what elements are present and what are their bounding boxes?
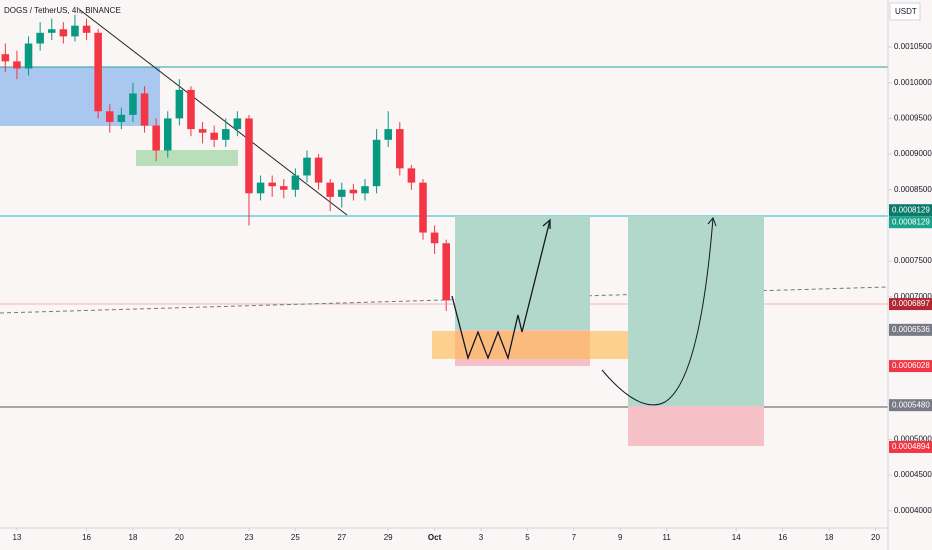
x-tick-label: 3	[479, 533, 484, 542]
candle-body	[222, 129, 230, 140]
y-tick-label: 0.0008500	[894, 185, 932, 194]
candle-body	[198, 129, 207, 133]
y-tick-label: 0.0004500	[894, 470, 932, 479]
price-tag	[889, 298, 932, 311]
y-tick-label: 0.0007000	[894, 292, 932, 301]
price-tag	[889, 440, 932, 453]
candle-body	[233, 118, 242, 130]
candle-body	[152, 125, 160, 151]
price-tag-label: 0.0008129	[892, 205, 930, 214]
candle-body	[140, 93, 149, 126]
y-tick-label: 0.0010500	[894, 42, 932, 51]
x-tick-label: 7	[572, 533, 577, 542]
y-tick-label: 0.0007500	[894, 256, 932, 265]
y-tick-label: 0.0005000	[894, 435, 932, 444]
x-tick-label: 25	[291, 533, 300, 542]
axis-unit: USDT	[895, 7, 917, 16]
price-tag	[889, 216, 932, 229]
candle-body	[326, 182, 334, 197]
candle-body	[314, 157, 323, 183]
candle-body	[361, 186, 369, 194]
price-tag-label: 0.0006028	[892, 361, 930, 370]
price-tag	[889, 204, 932, 217]
x-tick-label: 20	[175, 533, 184, 542]
candle-body	[13, 61, 21, 69]
x-tick-label: 14	[732, 533, 741, 542]
arrow-head	[542, 218, 551, 229]
candle-body	[291, 175, 300, 190]
candle-body	[59, 29, 68, 37]
projection-path	[601, 217, 714, 406]
candle-body	[1, 54, 10, 62]
candle-body	[442, 243, 450, 301]
x-tick-label: 18	[825, 533, 834, 542]
candle-body	[268, 182, 276, 187]
candle-body	[175, 89, 184, 119]
price-tag-label: 0.0006536	[892, 325, 930, 334]
trend-line	[79, 9, 348, 216]
price-tag	[889, 399, 932, 412]
candle-body	[187, 89, 195, 130]
candle-body	[280, 186, 288, 190]
x-tick-label: 18	[129, 533, 138, 542]
y-tick-label: 0.0010000	[894, 78, 932, 87]
zone-box	[136, 150, 238, 166]
candle-body	[105, 111, 114, 122]
x-tick-label: 20	[871, 533, 880, 542]
candle-body	[338, 189, 346, 197]
price-tag-label: 0.0004894	[892, 442, 930, 451]
y-tick-label: 0.0009000	[894, 149, 932, 158]
entry-zone	[432, 331, 663, 359]
stop-zone	[628, 406, 764, 446]
candle-body	[256, 182, 265, 194]
y-tick-label: 0.0009500	[894, 114, 932, 123]
drawings	[0, 9, 889, 446]
y-tick-label: 0.0004000	[894, 506, 932, 515]
candle-body	[419, 182, 427, 233]
candle-body	[210, 132, 218, 140]
candle-body	[47, 29, 56, 33]
price-tag	[889, 323, 932, 336]
x-tick-label: 29	[384, 533, 393, 542]
target-zone	[628, 216, 764, 406]
price-tag-label: 0.0006897	[892, 299, 930, 308]
candle-body	[24, 43, 33, 69]
candle-body	[82, 25, 91, 33]
candle-body	[245, 118, 253, 194]
candle-body	[349, 189, 358, 194]
chart-title: DOGS / TetherUS, 4h, BINANCE	[4, 6, 121, 15]
x-tick-label: 16	[82, 533, 91, 542]
x-tick-label: 23	[245, 533, 254, 542]
candle-body	[303, 157, 311, 176]
price-tag	[889, 360, 932, 373]
x-tick-label: 9	[618, 533, 623, 542]
target-zone	[455, 216, 590, 330]
x-tick-label: 11	[662, 533, 671, 542]
arrow-head	[707, 217, 717, 227]
x-tick-label: 5	[525, 533, 530, 542]
candle-body	[384, 129, 392, 140]
x-tick-label: 27	[337, 533, 346, 542]
unit-box	[889, 2, 921, 21]
price-tag-label: 0.0008129	[892, 217, 930, 226]
candle-body	[372, 139, 381, 187]
candle-body	[407, 168, 416, 183]
candle-body	[36, 32, 44, 44]
x-tick-label: 16	[778, 533, 787, 542]
candle-body	[94, 32, 102, 112]
candle-body	[71, 25, 79, 37]
candle-body	[430, 232, 439, 244]
x-tick-label: 13	[12, 533, 21, 542]
projection-path	[451, 219, 551, 361]
x-tick-label: Oct	[428, 533, 442, 542]
candle-body	[396, 129, 404, 169]
price-tag-label: 0.0005480	[892, 400, 930, 409]
candle-body	[129, 93, 137, 115]
candle-body	[117, 114, 126, 122]
candle-body	[163, 118, 172, 151]
